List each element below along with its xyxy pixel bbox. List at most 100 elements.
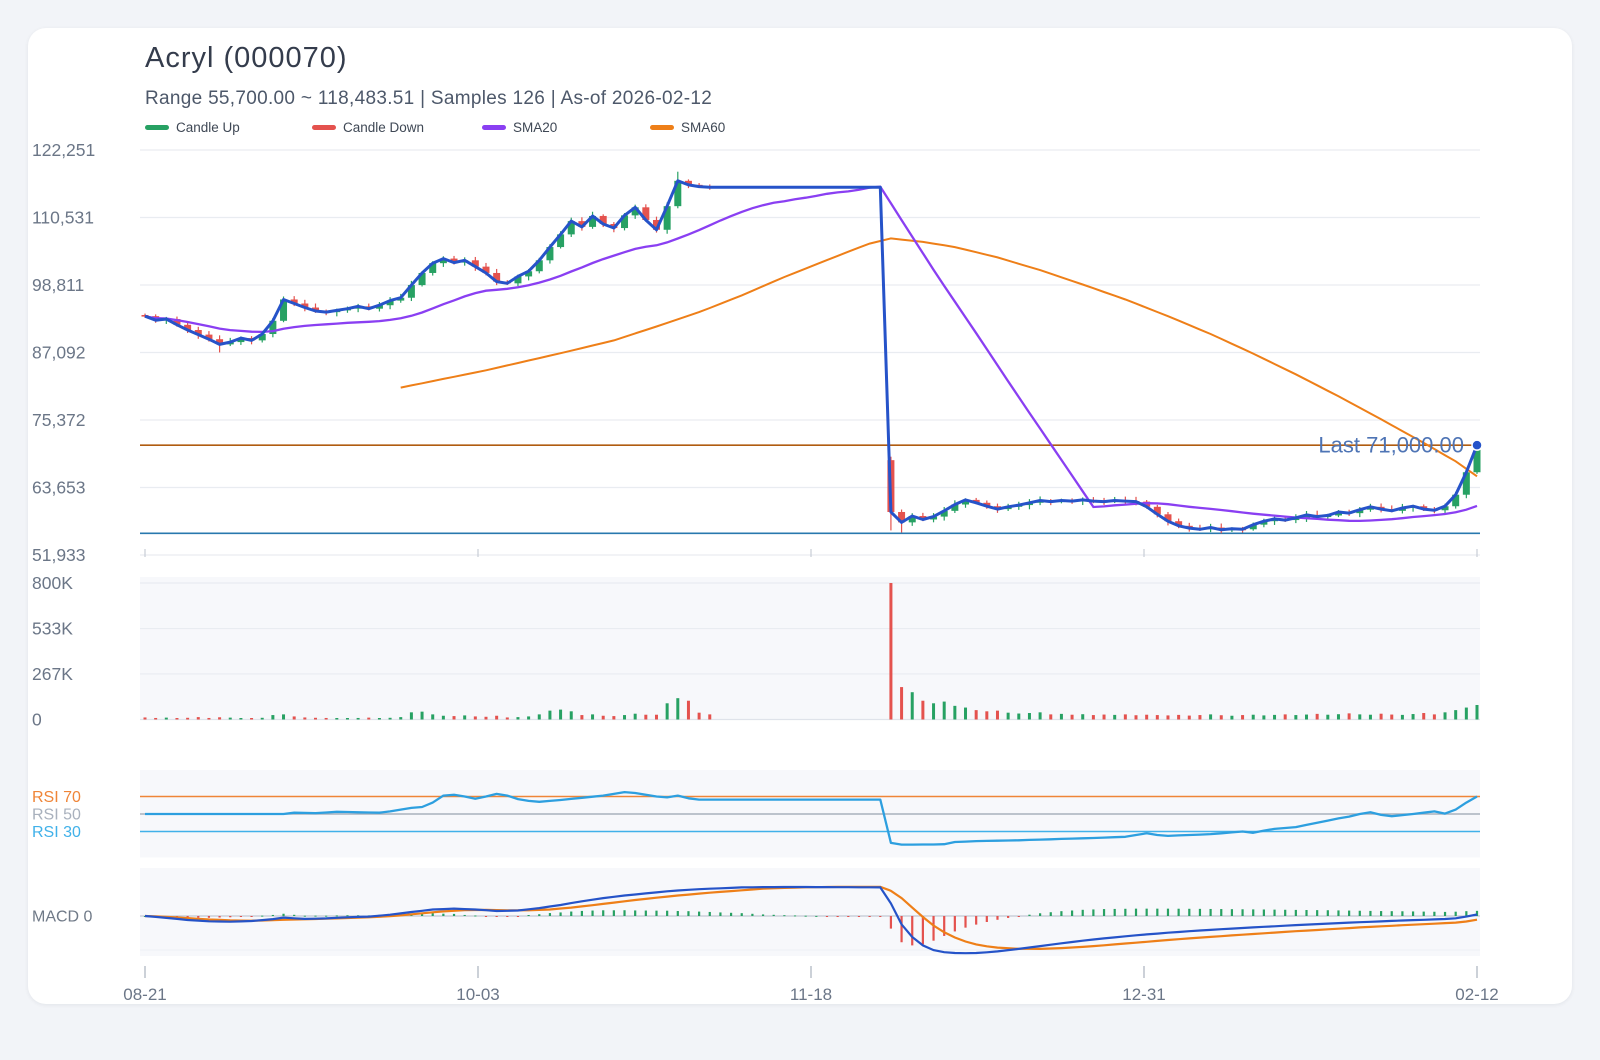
volume-bar: [889, 583, 893, 720]
candle-body: [631, 207, 639, 216]
macd-histogram-bar: [442, 913, 445, 916]
macd-histogram-bar: [1124, 908, 1127, 916]
volume-bar: [441, 715, 445, 720]
macd-histogram-bar: [719, 912, 722, 916]
volume-bar: [271, 715, 275, 720]
legend-item-sma60[interactable]: SMA60: [650, 120, 725, 135]
macd-histogram-bar: [1081, 909, 1084, 916]
macd-histogram-bar: [911, 916, 914, 946]
volume-bar: [548, 710, 552, 720]
volume-bar: [1081, 714, 1085, 720]
candle-body: [951, 504, 959, 511]
volume-bar: [1315, 713, 1319, 720]
macd-histogram-bar: [1145, 908, 1148, 916]
candle-body: [919, 516, 927, 520]
macd-histogram-bar: [825, 916, 829, 917]
x-axis-label: 12-31: [1122, 985, 1165, 1004]
volume-bar: [1326, 714, 1330, 720]
macd-histogram-bar: [303, 915, 306, 917]
volume-bar: [1454, 710, 1458, 720]
close-line: [144, 179, 1479, 532]
macd-histogram-bar: [1060, 911, 1063, 916]
macd-histogram-bar: [1454, 911, 1457, 916]
candle-body: [194, 329, 202, 335]
candle-body: [237, 338, 245, 343]
volume-bar: [974, 710, 978, 720]
reference-lines: [140, 444, 1480, 535]
volume-bar: [313, 717, 317, 720]
volume-bar: [654, 714, 658, 720]
macd-histogram-bar: [1379, 911, 1383, 916]
macd-histogram-bar: [1209, 908, 1212, 916]
last-price-dot: [1471, 439, 1483, 451]
candle-body: [589, 215, 597, 227]
volume-bar: [697, 712, 701, 720]
volume-bar: [644, 714, 648, 720]
legend-item-candle-down[interactable]: Candle Down: [312, 120, 424, 135]
volume-bar: [1294, 715, 1298, 720]
macd-histogram-bar: [1465, 911, 1468, 916]
macd-histogram-bar: [921, 916, 924, 945]
sma20-line: [144, 185, 1478, 523]
volume-bar: [367, 717, 371, 720]
legend-item-candle-up[interactable]: Candle Up: [145, 120, 240, 135]
volume-bar: [633, 713, 637, 720]
macd-histogram-bar: [1284, 909, 1287, 916]
candle-body: [663, 206, 671, 230]
candle-body: [311, 307, 319, 311]
macd-histogram-bar: [612, 910, 615, 916]
macd-histogram-bar: [1049, 912, 1052, 916]
candle-body: [1441, 506, 1449, 511]
volume-bar: [1347, 713, 1351, 720]
candle-body: [1175, 521, 1183, 526]
macd-histogram-bar: [1401, 911, 1404, 916]
volume-bar: [942, 701, 946, 720]
candle-body: [280, 299, 288, 321]
rsi-plot: [140, 790, 1480, 846]
candle-body: [429, 263, 437, 273]
macd-histogram-bar: [495, 916, 498, 917]
volume-bar: [154, 717, 158, 720]
macd-histogram-bar: [1177, 908, 1180, 916]
volume-bar: [559, 709, 563, 720]
macd-histogram-bar: [644, 910, 647, 916]
candle-body: [1164, 514, 1172, 522]
volume-bar: [1422, 713, 1426, 720]
candle-body: [1260, 521, 1268, 525]
candle-body: [535, 260, 543, 272]
candle-body: [173, 319, 181, 325]
candle-body: [908, 516, 916, 523]
volume-bar: [1027, 713, 1031, 720]
macd-histogram-bar: [570, 911, 573, 916]
macd-histogram-bar: [634, 910, 637, 916]
macd-histogram-bar: [1028, 914, 1031, 916]
volume-bar: [1336, 714, 1340, 720]
macd-histogram-bar: [996, 916, 999, 920]
x-axis-label: 11-18: [790, 985, 832, 1004]
macd-histogram-bar: [250, 916, 253, 917]
volume-bar: [964, 707, 968, 720]
volume-bar: [1464, 707, 1468, 720]
candle-body: [205, 334, 213, 340]
macd-histogram-bar: [975, 916, 978, 925]
legend-item-sma20[interactable]: SMA20: [482, 120, 557, 135]
macd-panel: [140, 868, 1480, 956]
macd-histogram-bar: [1102, 909, 1106, 916]
macd-histogram-bar: [751, 913, 754, 916]
volume-bar: [900, 687, 904, 720]
macd-histogram-bar: [1039, 913, 1042, 916]
candle-body: [301, 303, 309, 308]
macd-histogram-bar: [889, 916, 893, 929]
volume-axis-label: 0: [32, 710, 42, 730]
volume-bar: [431, 714, 435, 720]
page-title: Acryl (000070): [145, 42, 348, 74]
macd-histogram-bar: [1070, 910, 1074, 916]
volume-bar: [1283, 714, 1287, 720]
legend-swatch-icon: [145, 125, 169, 130]
volume-bar: [377, 718, 381, 720]
volume-bars: [143, 583, 1479, 720]
candle-body: [1334, 511, 1342, 516]
volume-bar: [921, 700, 925, 720]
macd-histogram-bar: [207, 916, 211, 918]
